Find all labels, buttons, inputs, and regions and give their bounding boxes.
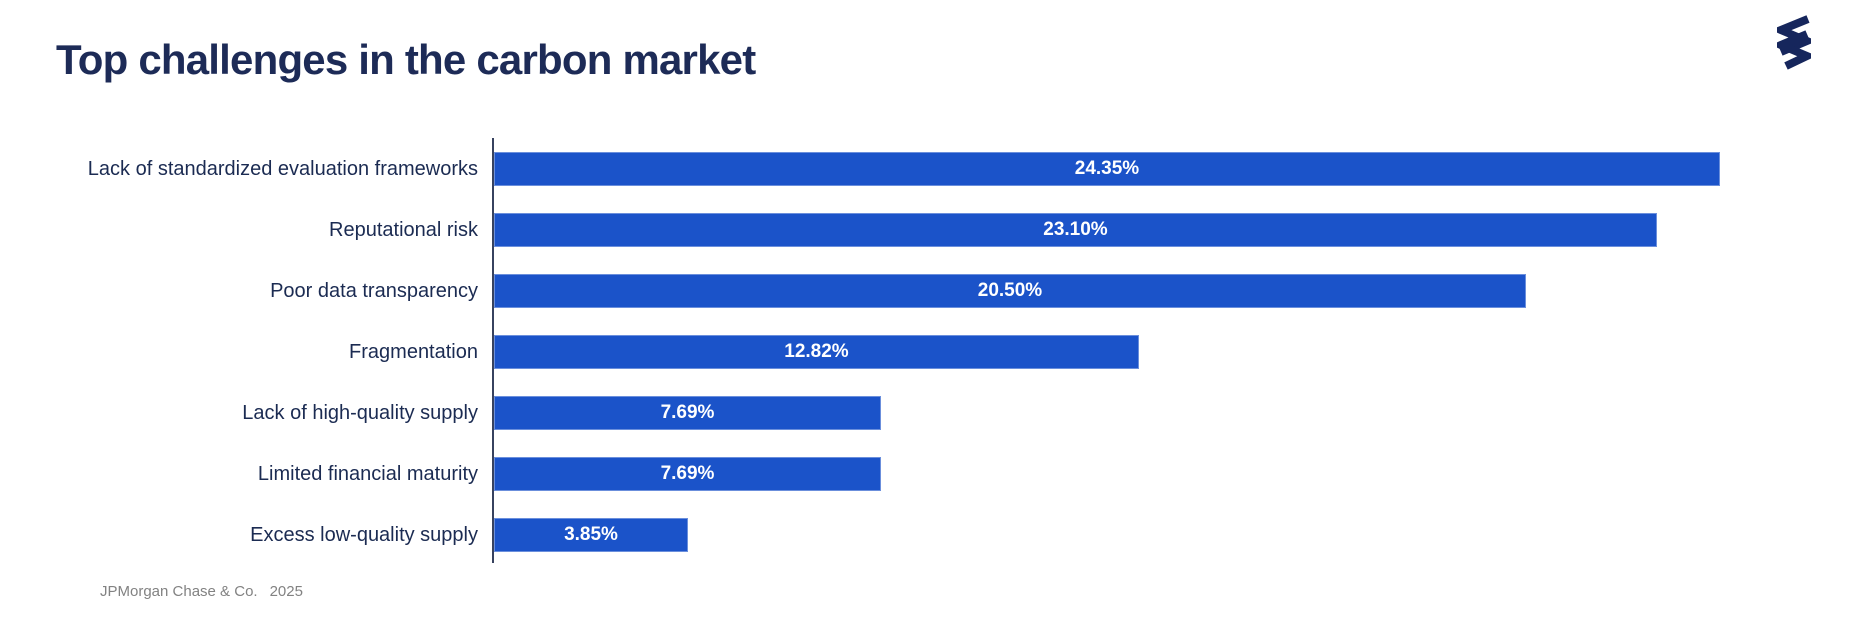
chart-axis-line bbox=[492, 138, 494, 563]
brand-logo-icon bbox=[1777, 15, 1811, 70]
category-label: Reputational risk bbox=[329, 219, 478, 241]
bar-value-label: 20.50% bbox=[977, 280, 1043, 301]
bar-value-label: 23.10% bbox=[1043, 219, 1108, 240]
category-label: Poor data transparency bbox=[270, 280, 478, 302]
category-label: Fragmentation bbox=[349, 341, 478, 363]
bar-value-label: 12.82% bbox=[784, 341, 849, 362]
bar: 7.69% bbox=[494, 457, 881, 491]
footer-company: JPMorgan Chase & Co. bbox=[100, 583, 258, 600]
category-label: Lack of high-quality supply bbox=[242, 402, 478, 424]
bar-value-label: 24.35% bbox=[1074, 158, 1140, 179]
bar-value-label: 7.69% bbox=[660, 402, 715, 423]
bar: 24.35% bbox=[494, 152, 1720, 186]
page-title: Top challenges in the carbon market bbox=[56, 36, 756, 83]
bar-value-label: 3.85% bbox=[564, 524, 618, 545]
bar: 23.10% bbox=[494, 213, 1657, 247]
category-label: Lack of standardized evaluation framewor… bbox=[87, 158, 478, 180]
bar-value-label: 7.69% bbox=[660, 463, 715, 484]
category-label: Limited financial maturity bbox=[257, 463, 478, 485]
category-label: Excess low-quality supply bbox=[250, 524, 478, 546]
bar: 12.82% bbox=[494, 335, 1139, 369]
bar: 7.69% bbox=[494, 396, 881, 430]
footer-attribution: JPMorgan Chase & Co. 2025 bbox=[100, 583, 303, 600]
bar: 20.50% bbox=[494, 274, 1526, 308]
bar: 3.85% bbox=[494, 518, 688, 552]
footer-year: 2025 bbox=[269, 583, 303, 600]
